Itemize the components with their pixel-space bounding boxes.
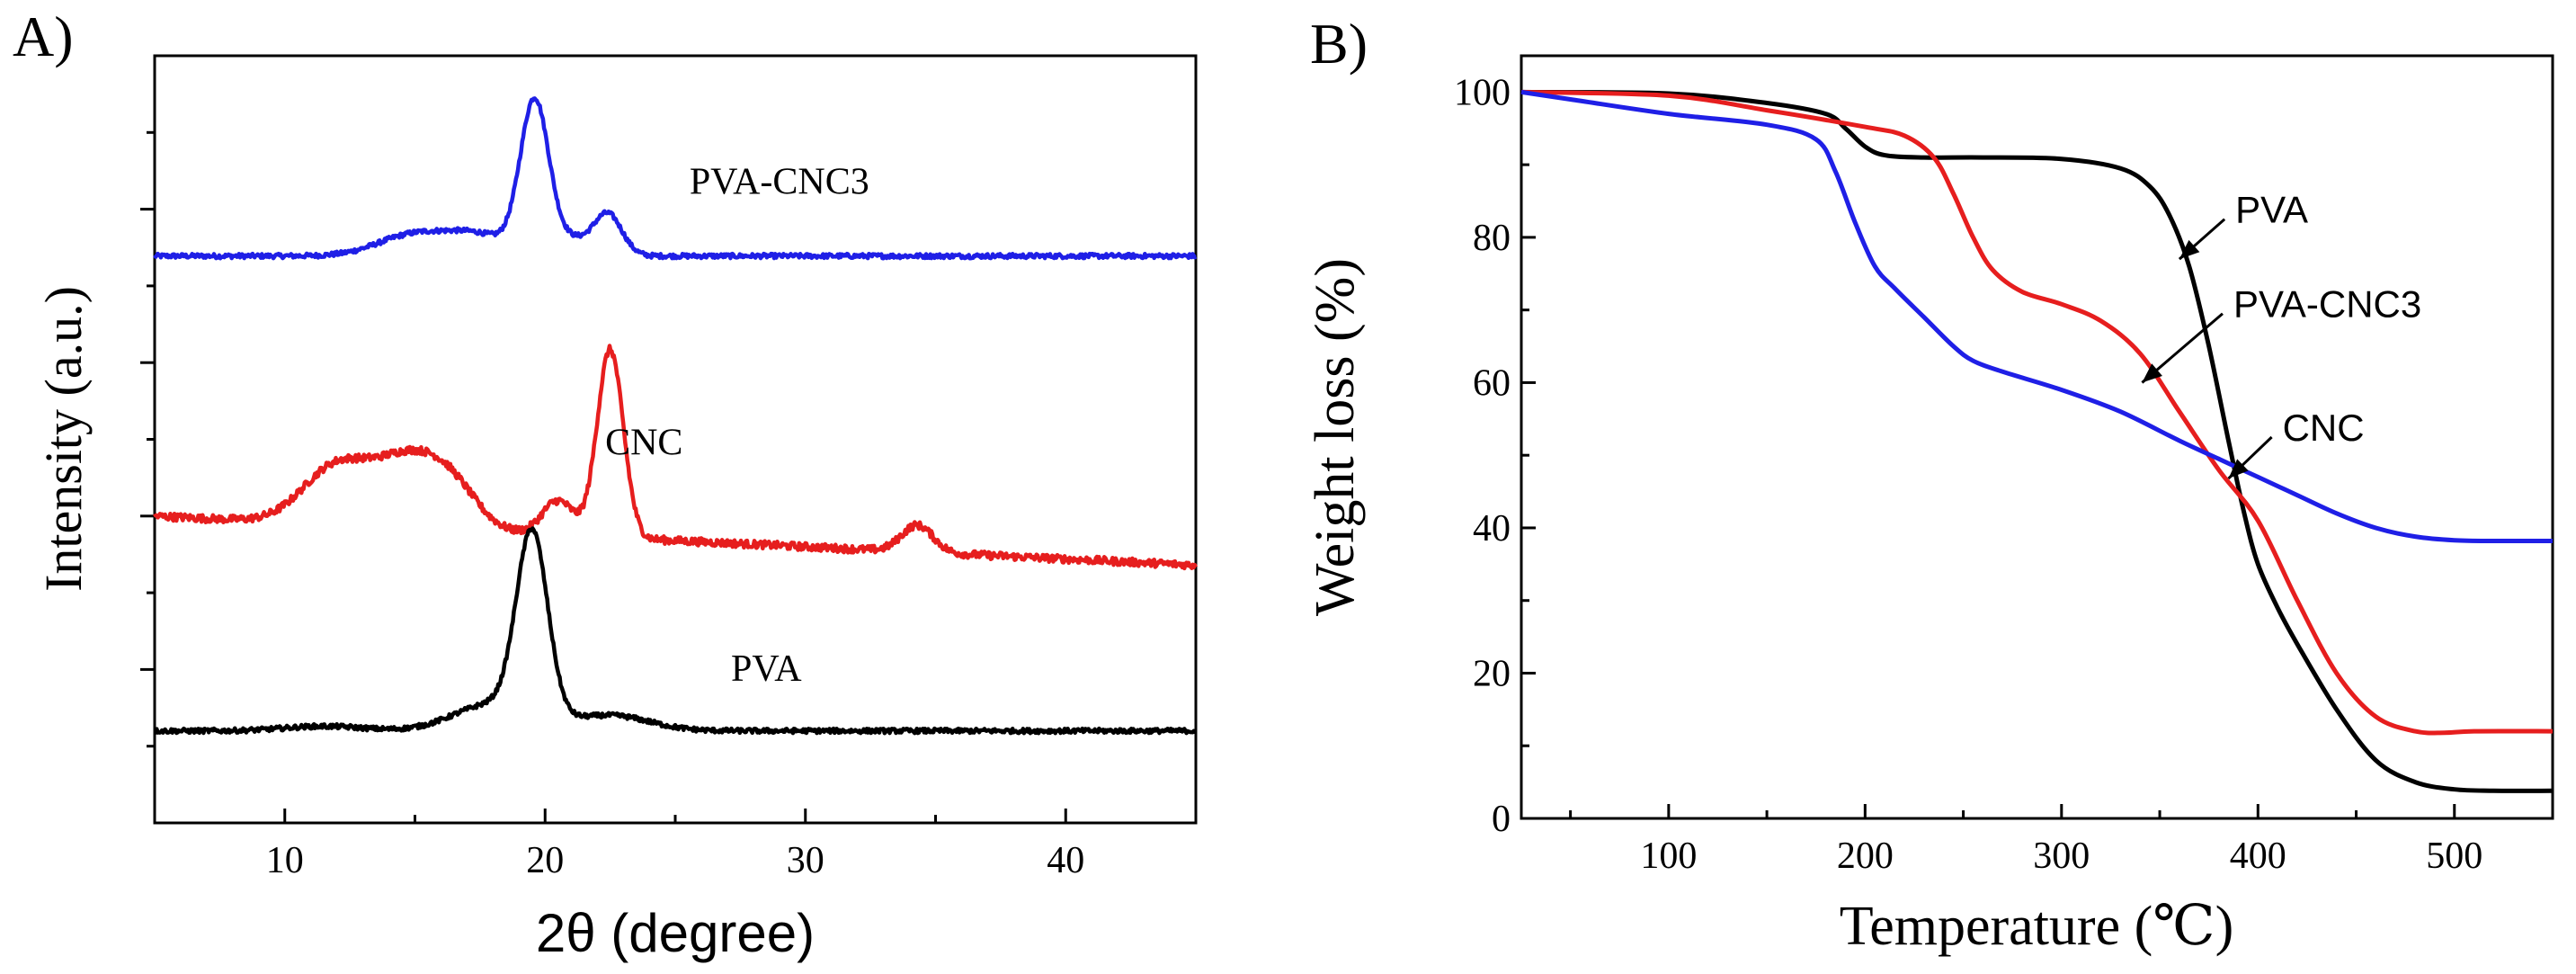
x-tick-label: 10	[266, 840, 304, 881]
panel-a-xrd: A) 10 20 30 40 PVA-CNC3 CNC PVA 2θ (degree) I…	[13, 4, 1199, 963]
series-annotation: PVA-CNC3	[2233, 283, 2421, 326]
x-tick-label: 400	[2230, 835, 2286, 877]
x-tick-label: 500	[2426, 835, 2482, 877]
series-line-pva	[153, 526, 1198, 736]
y-tick-label: 0	[1492, 799, 1511, 840]
x-tick-label: 200	[1837, 835, 1894, 877]
panel-b-tga: B) 100 200 300 400 500 0 20 40 60 80 100 PVA PVA-CN…	[1305, 12, 2554, 957]
y-tick-label: 40	[1473, 508, 1511, 550]
x-tick-label: 30	[787, 840, 824, 881]
x-tick-label: 20	[526, 840, 564, 881]
panel-a-annotations: PVA-CNC3 CNC PVA	[605, 162, 869, 691]
panel-b-x-axis-title: Temperature (℃)	[1840, 896, 2234, 957]
y-tick-label: 80	[1473, 218, 1511, 259]
series-line-cnc	[153, 344, 1199, 571]
panel-a-y-ticks	[140, 130, 155, 748]
panel-a-label: A)	[13, 4, 74, 68]
series-annotation: CNC	[2283, 407, 2365, 449]
panel-b-plot-frame	[1520, 54, 2554, 820]
panel-a-x-axis-title: 2θ (degree)	[536, 903, 815, 963]
panel-b-axis-ticks: 100 200 300 400 500 0 20 40 60 80 100	[1454, 72, 2554, 877]
y-tick-label: 100	[1454, 72, 1511, 113]
series-annotation: CNC	[605, 423, 682, 464]
x-tick-label: 100	[1640, 835, 1697, 877]
panel-a-y-axis-title: Intensity (a.u.)	[34, 286, 93, 592]
panel-b-series	[1520, 89, 2554, 793]
x-tick-label: 300	[2033, 835, 2090, 877]
series-line-pva-cnc3	[153, 96, 1198, 261]
series-line-pva-cnc3	[1520, 89, 2554, 736]
x-tick-label: 40	[1047, 840, 1084, 881]
series-annotation: PVA	[2235, 189, 2308, 231]
panel-b-annotations: PVA PVA-CNC3 CNC	[2141, 189, 2421, 480]
annotation-arrow-head	[2142, 363, 2162, 383]
series-annotation: PVA	[731, 648, 802, 690]
y-tick-label: 60	[1473, 362, 1511, 404]
annotation-arrow-head	[2179, 239, 2200, 260]
panel-b-y-axis-title: Weight loss (%)	[1305, 258, 1366, 616]
panel-b-label: B)	[1310, 12, 1368, 76]
y-tick-label: 20	[1473, 653, 1511, 694]
panel-a-series	[153, 96, 1199, 736]
series-line-cnc	[1520, 89, 2554, 544]
annotation-arrow-head	[2228, 459, 2249, 479]
series-line-pva	[1520, 89, 2554, 793]
panel-a-x-ticks: 10 20 30 40	[153, 809, 1198, 881]
series-annotation: PVA-CNC3	[690, 162, 869, 203]
